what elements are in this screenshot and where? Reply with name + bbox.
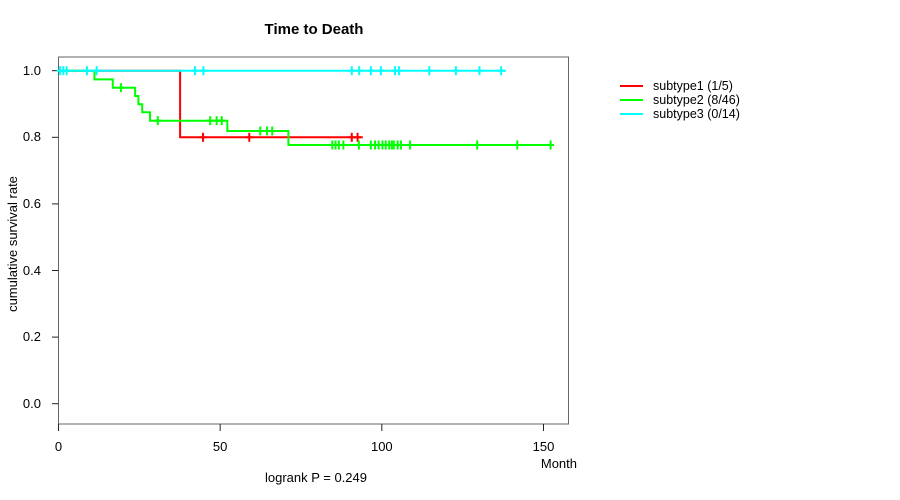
legend-line-swatch-subtype3 (620, 113, 643, 115)
x-tick-label: 0 (54, 439, 63, 454)
x-tick-label: 100 (370, 439, 393, 454)
legend-label: subtype2 (8/46) (653, 93, 740, 107)
plot-box (58, 56, 569, 425)
legend-line-swatch-subtype2 (620, 99, 643, 101)
chart-title: Time to Death (264, 21, 364, 38)
y-tick-label: 0.8 (22, 129, 41, 145)
legend-item: subtype3 (0/14) (620, 107, 740, 121)
legend-item: subtype1 (1/5) (620, 79, 740, 93)
logrank-p-value: logrank P = 0.249 (264, 470, 368, 485)
y-tick-label: 1.0 (22, 62, 41, 78)
legend-item: subtype2 (8/46) (620, 93, 740, 107)
survival-curve-subtype2 (58, 69, 552, 146)
x-tick-label: 150 (532, 439, 555, 454)
y-tick-label: 0.2 (22, 329, 41, 345)
y-tick-label: 0.4 (22, 262, 41, 278)
legend-line-swatch-subtype1 (620, 85, 643, 87)
survival-curve-subtype1 (58, 69, 363, 139)
legend: subtype1 (1/5) subtype2 (8/46) subtype3 … (620, 79, 740, 121)
y-tick-label: 0.0 (22, 395, 41, 411)
x-tick-label: 50 (212, 439, 228, 454)
y-tick-label: 0.6 (22, 195, 41, 211)
legend-label: subtype1 (1/5) (653, 79, 733, 93)
x-axis-label: Month (540, 456, 577, 471)
legend-label: subtype3 (0/14) (653, 107, 740, 121)
